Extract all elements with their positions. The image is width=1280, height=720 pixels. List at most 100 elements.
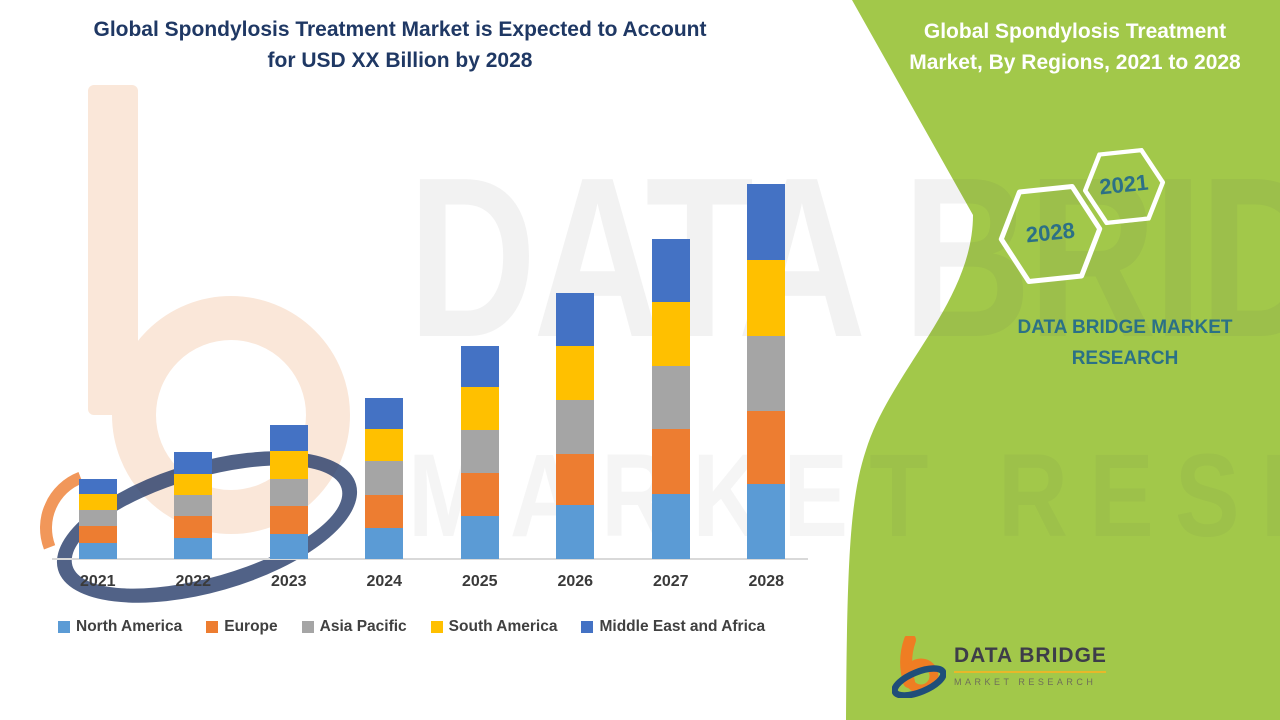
chart-legend: North America Europe Asia Pacific South Ame… — [58, 618, 765, 636]
bar-stack-2021 — [78, 478, 117, 559]
x-axis-label-2028: 2028 — [748, 573, 785, 590]
bar-segment-middle-east-and-africa — [78, 478, 117, 495]
bar-segment-europe — [460, 473, 499, 516]
bar-segment-south-america — [747, 260, 786, 336]
x-axis-label-2023: 2023 — [270, 573, 307, 590]
chart-title-line2: for USD XX Billion by 2028 — [267, 49, 533, 72]
bar-segment-europe — [556, 454, 595, 505]
company-logo-text: DATA BRIDGE MARKET RESEARCH — [954, 636, 1107, 687]
legend-swatch-icon — [58, 621, 70, 633]
bar-segment-middle-east-and-africa — [460, 345, 499, 388]
legend-label: Europe — [224, 618, 278, 635]
bar-segment-europe — [269, 505, 308, 534]
bar-segment-south-america — [460, 387, 499, 431]
bar-stack-2028 — [747, 184, 786, 559]
hexagon-badge-2021: 2021 — [1078, 146, 1169, 227]
legend-swatch-icon — [301, 621, 314, 633]
bar-segment-south-america — [365, 428, 404, 462]
bar-segment-asia-pacific — [651, 365, 690, 429]
x-axis-label-2024: 2024 — [366, 573, 403, 590]
watermark-text-market-research: MARKET RESEARCH — [408, 430, 1280, 562]
bar-segment-middle-east-and-africa — [556, 293, 595, 347]
bar-segment-europe — [78, 526, 117, 543]
bar-column-2023: 2023 — [241, 170, 337, 590]
bar-segment-south-america — [78, 494, 117, 511]
legend-swatch-icon — [430, 621, 443, 633]
bar-column-2021: 2021 — [50, 170, 146, 590]
bar-segment-south-america — [651, 302, 690, 366]
bar-segment-middle-east-and-africa — [174, 452, 213, 474]
company-logo: DATA BRIDGE MARKET RESEARCH — [892, 636, 1107, 698]
legend-item-middle-east-and-africa: Middle East and Africa — [581, 618, 765, 636]
legend-label: Middle East and Africa — [599, 618, 766, 635]
bar-stack-2026 — [556, 293, 595, 559]
watermark-text-data-bridge: DATA BRIDGE — [408, 131, 1280, 385]
x-axis-label-2026: 2026 — [557, 573, 594, 590]
bar-segment-asia-pacific — [78, 510, 117, 527]
panel-title: Global Spondylosis Treatment Market, By … — [880, 16, 1270, 78]
company-logo-tagline: MARKET RESEARCH — [954, 677, 1097, 687]
bar-segment-north-america — [747, 484, 786, 559]
bar-stack-2027 — [651, 239, 690, 559]
bar-segment-north-america — [269, 533, 308, 559]
brand-subtitle: DATA BRIDGE MARKET RESEARCH — [975, 312, 1275, 374]
bar-segment-asia-pacific — [556, 399, 595, 455]
brand-subtitle-line1: DATA BRIDGE MARKET — [1017, 317, 1233, 338]
x-axis-label-2025: 2025 — [461, 573, 498, 590]
hexagon-outline-icon — [1082, 147, 1166, 226]
bar-segment-south-america — [556, 346, 595, 400]
bar-segment-north-america — [78, 543, 117, 559]
data-bridge-logo-icon — [892, 636, 946, 698]
company-logo-name: DATA BRIDGE — [954, 644, 1107, 667]
legend-swatch-icon — [581, 621, 594, 633]
bar-segment-north-america — [174, 537, 213, 559]
bar-segment-north-america — [651, 494, 690, 559]
chart-title-line1: Global Spondylosis Treatment Market is E… — [93, 18, 707, 41]
bar-column-2024: 2024 — [337, 170, 433, 590]
x-axis-line — [52, 558, 808, 560]
bar-segment-middle-east-and-africa — [269, 424, 308, 452]
brand-subtitle-line2: RESEARCH — [1071, 348, 1179, 369]
bar-segment-south-america — [174, 473, 213, 496]
bar-segment-asia-pacific — [269, 478, 308, 506]
legend-item-south-america: South America — [430, 618, 558, 636]
x-axis-label-2027: 2027 — [652, 573, 689, 590]
legend-item-north-america: North America — [58, 618, 182, 636]
hexagon-outline-icon — [998, 183, 1103, 285]
bar-segment-south-america — [269, 451, 308, 479]
bar-segment-europe — [651, 429, 690, 494]
x-axis-label-2021: 2021 — [79, 573, 116, 590]
legend-label: Asia Pacific — [319, 618, 407, 635]
x-axis-label-2022: 2022 — [175, 573, 212, 590]
legend-item-europe: Europe — [206, 618, 278, 636]
bar-segment-europe — [747, 410, 786, 484]
plot-area: 2021 2022 2023 2024 2025 2026 2027 2028 — [50, 170, 815, 590]
bar-column-2026: 2026 — [528, 170, 624, 590]
bar-segment-asia-pacific — [460, 430, 499, 474]
bar-segment-north-america — [365, 528, 404, 559]
bar-segment-middle-east-and-africa — [651, 239, 690, 303]
bar-segment-europe — [365, 495, 404, 528]
bar-stack-2022 — [174, 452, 213, 559]
bar-column-2027: 2027 — [623, 170, 719, 590]
hexagon-badge-2028: 2028 — [993, 181, 1107, 287]
bar-segment-north-america — [556, 504, 595, 559]
panel-title-line2: Market, By Regions, 2021 to 2028 — [909, 51, 1241, 74]
legend-swatch-icon — [206, 621, 219, 633]
chart-title: Global Spondylosis Treatment Market is E… — [40, 14, 760, 76]
bar-stack-2024 — [365, 397, 404, 559]
bar-segment-middle-east-and-africa — [747, 184, 786, 261]
company-logo-rule — [954, 671, 1106, 673]
bar-segment-north-america — [460, 515, 499, 559]
bar-segment-asia-pacific — [747, 335, 786, 411]
bar-segment-europe — [174, 516, 213, 538]
bar-column-2025: 2025 — [432, 170, 528, 590]
bar-segment-asia-pacific — [174, 495, 213, 517]
bar-column-2022: 2022 — [146, 170, 242, 590]
bar-column-2028: 2028 — [719, 170, 815, 590]
legend-label: South America — [448, 618, 558, 635]
bar-segment-asia-pacific — [365, 461, 404, 496]
bar-segment-middle-east-and-africa — [365, 397, 404, 429]
bar-stack-2023 — [269, 424, 308, 559]
